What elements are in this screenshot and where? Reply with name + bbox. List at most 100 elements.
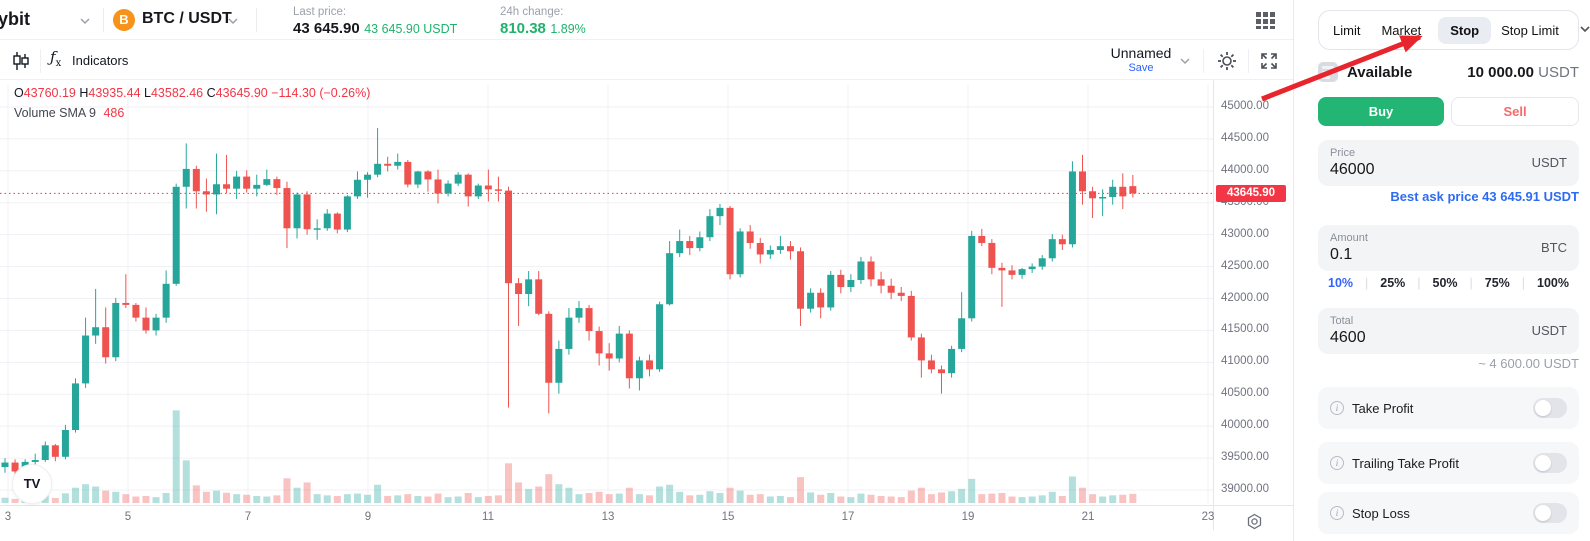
price-axis-label: 39000.00 xyxy=(1221,483,1269,495)
ohlc-legend: O43760.19 H43935.44 L43582.46 C43645.90 … xyxy=(14,86,371,100)
price-axis-label: 44500.00 xyxy=(1221,131,1269,144)
stop-loss-toggle[interactable] xyxy=(1533,503,1567,523)
time-axis-label: 9 xyxy=(364,511,372,523)
time-axis-border xyxy=(0,505,1293,506)
brand-chevron-down-icon[interactable] xyxy=(80,16,90,26)
time-axis-label: 23 xyxy=(1201,511,1215,523)
fx-icon[interactable]: ƒx xyxy=(50,48,62,69)
price-field-value[interactable]: 46000 xyxy=(1330,161,1375,178)
current-price-tag: 43645.90 xyxy=(1216,185,1286,203)
change-label: 24h change: xyxy=(500,6,564,18)
info-icon: i xyxy=(1330,401,1344,415)
price-axis-label: 39500.00 xyxy=(1221,451,1269,464)
brand-logo[interactable]: ybit xyxy=(0,9,31,29)
available-label: Available xyxy=(1347,64,1413,81)
pair-chevron-down-icon[interactable] xyxy=(228,16,238,26)
percent-25[interactable]: 25% xyxy=(1380,276,1406,290)
change-pct: 1.89% xyxy=(550,22,586,36)
price-axis-label: 41000.00 xyxy=(1221,355,1269,368)
btc-icon: B xyxy=(113,9,135,31)
tab-limit[interactable]: Limit xyxy=(1333,22,1361,38)
buy-button[interactable]: Buy xyxy=(1318,97,1444,126)
toggle-label: Take Profit xyxy=(1352,400,1414,416)
total-field-value[interactable]: 4600 xyxy=(1330,329,1366,346)
total-field-label: Total xyxy=(1330,315,1354,327)
tab-market[interactable]: Market xyxy=(1381,22,1422,38)
price-axis-border xyxy=(1213,80,1214,530)
tab-stop[interactable]: Stop xyxy=(1438,16,1492,44)
layout-name[interactable]: Unnamed Save xyxy=(1108,45,1174,74)
divider: | xyxy=(1521,276,1526,290)
price-axis-label: 42000.00 xyxy=(1221,291,1269,304)
chart-toolbar: ƒx Indicators Unnamed Save xyxy=(0,41,1293,80)
layout-name-label[interactable]: Unnamed xyxy=(1110,45,1172,61)
divider: | xyxy=(1469,276,1473,290)
change-row: 810.38 1.89% xyxy=(500,20,586,38)
amount-field-value[interactable]: 0.1 xyxy=(1330,246,1353,263)
price-axis-label: 40000.00 xyxy=(1221,419,1269,432)
layout-grid-icon[interactable] xyxy=(1254,9,1276,31)
layout-chevron-down-icon[interactable] xyxy=(1180,56,1190,66)
last-price-row: 43 645.90 43 645.90 USDT xyxy=(293,20,457,38)
stop-loss-card: i Stop Loss xyxy=(1318,492,1579,534)
divider: | xyxy=(1365,276,1369,290)
tabs-chevron-down-icon[interactable] xyxy=(1580,21,1590,39)
tab-stop-limit[interactable]: Stop Limit xyxy=(1501,22,1559,38)
chart-area: O43760.19 H43935.44 L43582.46 C43645.90 … xyxy=(0,80,1293,530)
take-profit-toggle[interactable] xyxy=(1533,398,1567,418)
price-axis-label: 45000.00 xyxy=(1221,100,1269,112)
best-ask-link[interactable]: Best ask price 43 645.91 USDT xyxy=(1390,189,1579,204)
toggle-label: Trailing Take Profit xyxy=(1352,455,1459,471)
order-type-tabs: Limit Market Stop Stop Limit xyxy=(1318,10,1590,50)
percent-50[interactable]: 50% xyxy=(1432,276,1458,290)
percent-row: 10% | 25% | 50% | 75% | 100% xyxy=(1318,276,1579,290)
save-button[interactable]: Save xyxy=(1128,62,1154,74)
divider xyxy=(40,49,41,73)
price-axis-label: 41500.00 xyxy=(1221,323,1269,336)
asset-icon xyxy=(1318,62,1338,82)
change-value: 810.38 xyxy=(500,20,546,37)
order-panel: Limit Market Stop Stop Limit Available 10 0… xyxy=(1293,0,1590,541)
trailing-take-profit-toggle[interactable] xyxy=(1533,453,1567,473)
time-axis-settings-icon[interactable] xyxy=(1246,513,1263,535)
time-axis-label: 19 xyxy=(961,511,975,523)
last-price-usdt: 43 645.90 USDT xyxy=(364,22,458,36)
price-field-unit: USDT xyxy=(1531,155,1567,170)
total-field[interactable]: Total 4600 USDT xyxy=(1318,308,1579,354)
info-icon: i xyxy=(1330,456,1344,470)
price-chart[interactable] xyxy=(0,80,1293,530)
amount-field[interactable]: Amount 0.1 BTC xyxy=(1318,225,1579,271)
price-field[interactable]: Price 46000 USDT xyxy=(1318,140,1579,186)
divider xyxy=(256,8,257,32)
price-axis-label: 44000.00 xyxy=(1221,163,1269,176)
time-axis-label: 7 xyxy=(244,511,252,523)
last-price-label: Last price: xyxy=(293,6,347,18)
candle-style-icon[interactable] xyxy=(10,50,32,72)
available-value: 10 000.00 USDT xyxy=(1467,64,1579,81)
fullscreen-icon[interactable] xyxy=(1258,50,1280,72)
time-axis-label: 17 xyxy=(841,511,855,523)
percent-75[interactable]: 75% xyxy=(1484,276,1510,290)
percent-10[interactable]: 10% xyxy=(1328,276,1354,290)
volume-legend: Volume SMA 9 486 xyxy=(14,106,125,120)
total-field-unit: USDT xyxy=(1531,323,1567,338)
last-price-value: 43 645.90 xyxy=(293,20,360,37)
time-axis-label: 11 xyxy=(482,511,494,523)
time-axis-label: 21 xyxy=(1081,511,1095,523)
time-axis-label: 15 xyxy=(721,511,735,523)
sell-button[interactable]: Sell xyxy=(1451,97,1579,126)
percent-100[interactable]: 100% xyxy=(1537,276,1569,290)
toggle-label: Stop Loss xyxy=(1352,505,1410,521)
pair-selector[interactable]: BTC / USDT xyxy=(142,10,232,27)
available-row: Available 10 000.00 USDT xyxy=(1318,61,1579,83)
price-axis-label: 42500.00 xyxy=(1221,259,1269,272)
time-axis-label: 3 xyxy=(4,511,12,523)
gear-icon[interactable] xyxy=(1216,50,1238,72)
time-axis-label: 13 xyxy=(601,511,615,523)
tradingview-logo[interactable]: TV xyxy=(12,464,52,504)
approx-total: ~ 4 600.00 USDT xyxy=(1478,356,1579,371)
divider xyxy=(1203,49,1204,73)
buy-sell-row: Buy Sell xyxy=(1318,97,1579,126)
indicators-button[interactable]: Indicators xyxy=(72,53,129,68)
amount-field-unit: BTC xyxy=(1541,240,1567,255)
